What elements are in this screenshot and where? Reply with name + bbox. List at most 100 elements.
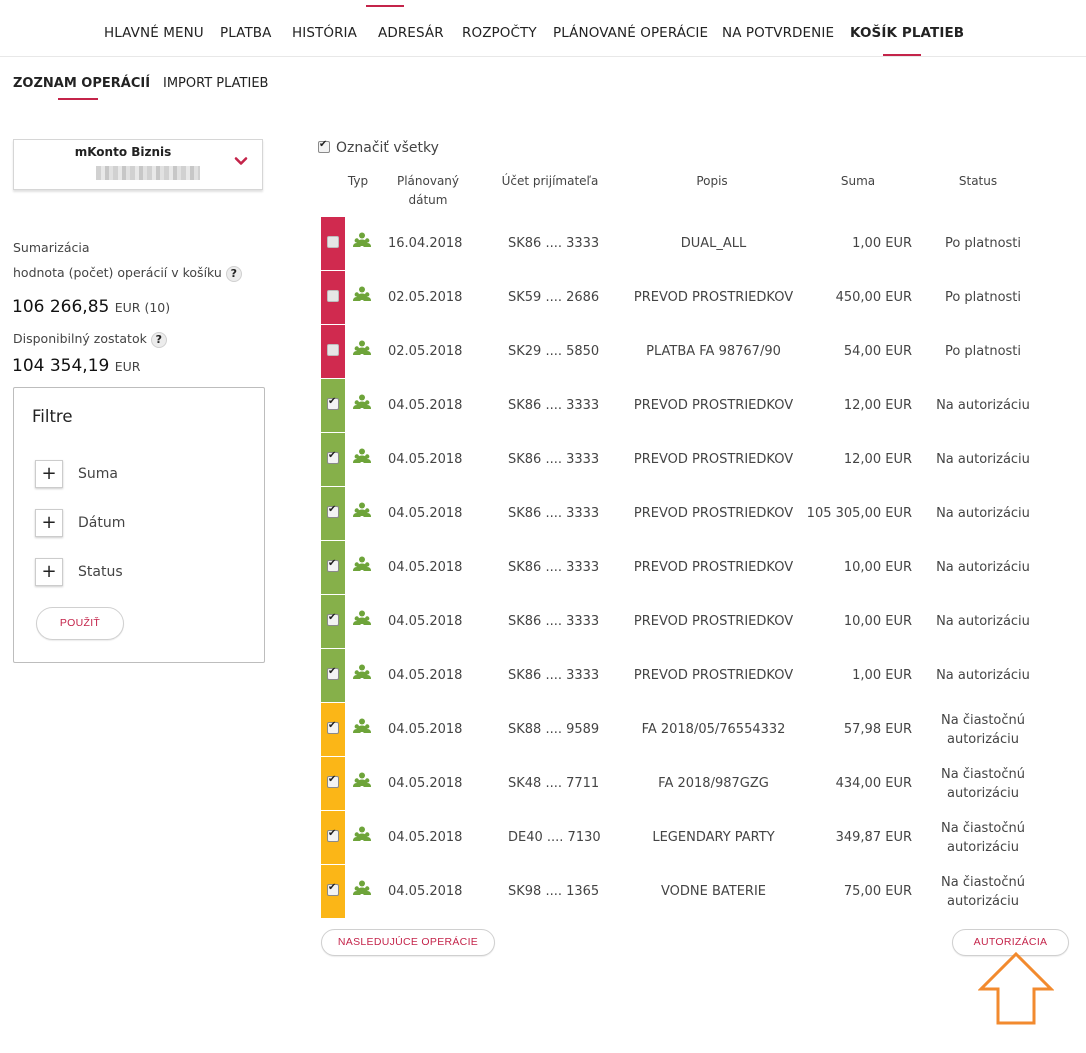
chevron-down-icon <box>234 157 248 165</box>
row-description: PREVOD PROSTRIEDKOV <box>633 452 794 467</box>
table-row[interactable]: 02.05.2018 SK59 .... 2686 PREVOD PROSTRIED… <box>321 271 1081 324</box>
plus-icon[interactable]: + <box>35 460 63 488</box>
filter-label: Status <box>78 564 123 580</box>
basket-value-label-row: hodnota (počet) operácií v košíku? <box>13 265 242 282</box>
row-account: SK86 .... 3333 <box>508 452 600 467</box>
table-row[interactable]: 04.05.2018 SK98 .... 1365 VODNE BATERIE 75,… <box>321 865 1081 918</box>
row-checkbox[interactable] <box>327 290 339 302</box>
row-amount: 1,00 EUR <box>852 668 912 683</box>
row-date: 16.04.2018 <box>388 236 463 251</box>
summary-heading: Sumarizácia <box>13 240 90 255</box>
subnav-active-underline <box>58 98 98 100</box>
row-amount: 10,00 EUR <box>843 560 912 575</box>
user-group-icon <box>353 610 371 625</box>
row-description: LEGENDARY PARTY <box>652 830 775 845</box>
row-checkbox[interactable] <box>327 828 339 842</box>
row-checkbox[interactable] <box>327 612 339 626</box>
row-account: SK86 .... 3333 <box>508 398 600 413</box>
row-checkbox[interactable] <box>327 344 339 356</box>
table-row[interactable]: 04.05.2018 SK86 .... 3333 PREVOD PROSTRIED… <box>321 649 1081 702</box>
row-checkbox[interactable] <box>327 720 339 734</box>
table-row[interactable]: 04.05.2018 SK86 .... 3333 PREVOD PROSTRIED… <box>321 487 1081 540</box>
nav-na-potvrdenie[interactable]: NA POTVRDENIE <box>722 25 835 41</box>
basket-value-label: hodnota (počet) operácií v košíku <box>13 265 222 280</box>
plus-icon[interactable]: + <box>35 558 63 586</box>
nav-kosik-platieb[interactable]: KOŠÍK PLATIEB <box>850 25 965 41</box>
account-name: mKonto Biznis <box>74 145 172 159</box>
filter-label: Dátum <box>78 515 126 531</box>
column-header-account: Účet prijímateľa <box>501 174 599 188</box>
user-group-icon <box>353 502 371 517</box>
nav-platba[interactable]: PLATBA <box>220 25 272 41</box>
row-description: PREVOD PROSTRIEDKOV <box>633 668 794 683</box>
tab-zoznam-operacii[interactable]: ZOZNAM OPERÁCIÍ <box>13 76 151 91</box>
row-checkbox[interactable] <box>327 504 339 518</box>
row-checkbox[interactable] <box>327 396 339 410</box>
row-description: PLATBA FA 98767/90 <box>646 344 781 359</box>
tab-import-platieb[interactable]: IMPORT PLATIEB <box>163 76 269 91</box>
row-status: Na čiastočnú autorizáciu <box>941 766 1025 801</box>
account-number-masked <box>96 166 200 180</box>
authorize-button[interactable]: AUTORIZÁCIA <box>952 929 1069 956</box>
table-row[interactable]: 04.05.2018 SK48 .... 7711 FA 2018/987GZG 43… <box>321 757 1081 810</box>
row-description: FA 2018/05/76554332 <box>641 722 786 737</box>
row-date: 02.05.2018 <box>388 344 463 359</box>
user-group-icon <box>353 556 371 571</box>
filter-status[interactable]: + Status <box>35 558 795 586</box>
row-amount: 57,98 EUR <box>843 722 912 737</box>
basket-amount: 106 266,85 <box>12 297 110 317</box>
filters-panel: Filtre + Suma + Dátum + Status POUŽIŤ <box>13 387 265 663</box>
nav-hlavne-menu[interactable]: HLAVNÉ MENU <box>104 25 204 41</box>
help-icon[interactable]: ? <box>150 331 167 348</box>
filter-suma[interactable]: + Suma <box>35 460 795 488</box>
row-checkbox[interactable] <box>327 666 339 680</box>
balance-amount: 104 354,19 <box>12 356 110 376</box>
table-row[interactable]: 02.05.2018 SK29 .... 5850 PLATBA FA 98767/… <box>321 325 1081 378</box>
row-description: VODNE BATERIE <box>660 884 766 899</box>
row-date: 02.05.2018 <box>388 290 463 305</box>
column-header-date: Plánovaný dátum <box>396 174 460 207</box>
row-date: 04.05.2018 <box>388 452 463 467</box>
table-row[interactable]: 04.05.2018 SK86 .... 3333 PREVOD PROSTRIED… <box>321 541 1081 594</box>
column-header-description: Popis <box>696 174 728 188</box>
row-checkbox[interactable] <box>327 236 339 248</box>
table-row[interactable]: 04.05.2018 SK86 .... 3333 PREVOD PROSTRIED… <box>321 433 1081 486</box>
apply-filters-button[interactable]: POUŽIŤ <box>36 607 124 640</box>
row-checkbox[interactable] <box>327 882 339 896</box>
user-group-icon <box>353 772 371 787</box>
user-group-icon <box>353 448 371 463</box>
row-account: SK86 .... 3333 <box>508 506 600 521</box>
row-amount: 105 305,00 EUR <box>806 506 912 521</box>
row-status: Po platnosti <box>944 236 1022 251</box>
up-arrow-icon <box>978 952 1054 1025</box>
nav-historia[interactable]: HISTÓRIA <box>292 25 357 41</box>
filter-datum[interactable]: + Dátum <box>35 509 795 537</box>
row-checkbox[interactable] <box>327 450 339 464</box>
table-row[interactable]: 04.05.2018 SK88 .... 9589 FA 2018/05/76554… <box>321 703 1081 756</box>
row-checkbox[interactable] <box>327 774 339 788</box>
next-operations-button[interactable]: NASLEDUJÚCE OPERÁCIE <box>321 929 495 956</box>
row-description: PREVOD PROSTRIEDKOV <box>633 290 794 305</box>
row-status: Na autorizáciu <box>936 506 1030 521</box>
row-description: PREVOD PROSTRIEDKOV <box>633 506 794 521</box>
row-amount: 75,00 EUR <box>843 884 912 899</box>
row-checkbox[interactable] <box>327 558 339 572</box>
help-icon[interactable]: ? <box>225 265 242 282</box>
nav-rozpocty[interactable]: ROZPOČTY <box>462 25 537 41</box>
row-amount: 54,00 EUR <box>843 344 912 359</box>
nav-adresar[interactable]: ADRESÁR <box>378 25 444 41</box>
plus-icon[interactable]: + <box>35 509 63 537</box>
row-status: Po platnosti <box>944 290 1022 305</box>
user-group-icon <box>353 880 371 895</box>
row-status: Na čiastočnú autorizáciu <box>941 712 1025 747</box>
table-row[interactable]: 04.05.2018 SK86 .... 3333 PREVOD PROSTRIED… <box>321 595 1081 648</box>
select-all[interactable]: Označiť všetky <box>318 139 439 156</box>
row-amount: 12,00 EUR <box>843 452 912 467</box>
basket-suffix: EUR (10) <box>114 300 171 315</box>
table-row[interactable]: 04.05.2018 DE40 .... 7130 LEGENDARY PARTY 3… <box>321 811 1081 864</box>
account-selector[interactable]: mKonto Biznis <box>13 139 263 190</box>
select-all-checkbox[interactable] <box>318 139 330 153</box>
table-row[interactable]: 16.04.2018 SK86 .... 3333 DUAL_ALL 1,00 EUR… <box>321 217 1081 270</box>
table-row[interactable]: 04.05.2018 SK86 .... 3333 PREVOD PROSTRIED… <box>321 379 1081 432</box>
nav-planovane-operacie[interactable]: PLÁNOVANÉ OPERÁCIE <box>553 25 709 41</box>
